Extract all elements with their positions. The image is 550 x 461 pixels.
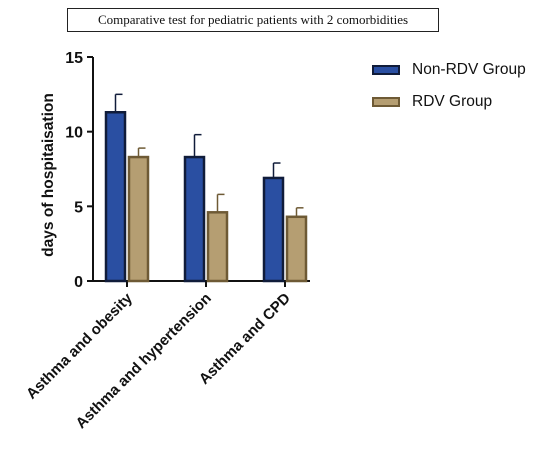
y-tick-label: 0 bbox=[74, 274, 83, 291]
bar bbox=[183, 155, 206, 283]
legend-item-non-rdv: Non-RDV Group bbox=[372, 60, 526, 80]
y-tick-label: 15 bbox=[65, 50, 83, 67]
bar bbox=[104, 111, 127, 283]
y-tick-label: 10 bbox=[65, 125, 83, 142]
legend-swatch-non-rdv bbox=[372, 65, 400, 75]
y-tick-label: 5 bbox=[74, 199, 83, 216]
chart-title: Comparative test for pediatric patients … bbox=[67, 8, 439, 32]
error-bars bbox=[114, 93, 304, 217]
bar bbox=[206, 211, 229, 283]
legend-label-non-rdv: Non-RDV Group bbox=[412, 61, 526, 78]
bar bbox=[285, 215, 308, 283]
legend-label-rdv: RDV Group bbox=[412, 93, 493, 110]
bars bbox=[104, 111, 308, 283]
x-tick-label: Asthma and hypertension bbox=[73, 290, 215, 432]
bar bbox=[262, 176, 285, 283]
legend-swatch-rdv bbox=[372, 97, 400, 107]
bar bbox=[127, 155, 150, 283]
y-axis-label: days of hospitaisation bbox=[40, 93, 57, 257]
legend-item-rdv: RDV Group bbox=[372, 92, 526, 112]
legend: Non-RDV Group RDV Group bbox=[372, 60, 526, 124]
